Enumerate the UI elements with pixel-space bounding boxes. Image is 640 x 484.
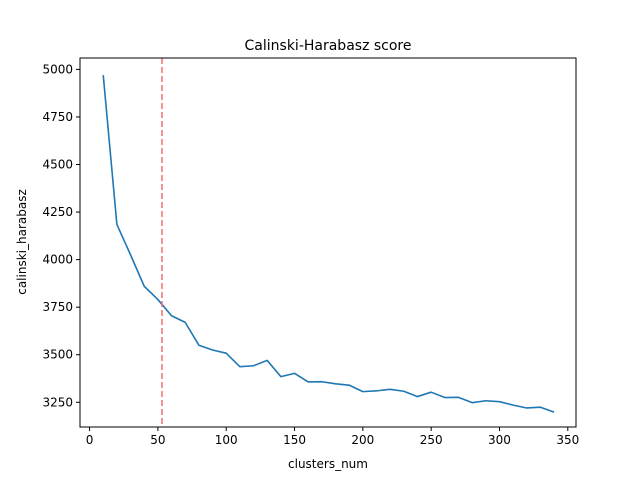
x-axis-label: clusters_num: [288, 457, 368, 471]
axes-frame: [79, 57, 577, 428]
y-axis-label: calinski_harabasz: [15, 189, 29, 295]
y-tick-label: 4250: [42, 205, 73, 219]
x-tick-label: 50: [150, 433, 165, 447]
x-tick-label: 300: [488, 433, 511, 447]
y-tick-label: 4000: [42, 253, 73, 267]
series-line: [102, 75, 555, 413]
y-tick-label: 3500: [42, 348, 73, 362]
y-tick-label: 4750: [42, 110, 73, 124]
plot-area: [102, 58, 555, 427]
x-tick-label: 150: [283, 433, 306, 447]
x-tick-label: 200: [351, 433, 374, 447]
x-tick-label: 0: [86, 433, 94, 447]
x-axis-ticks: 0 50 100 150 200 250 300 350: [86, 427, 579, 447]
x-tick-label: 250: [420, 433, 443, 447]
x-tick-label: 100: [215, 433, 238, 447]
y-axis-ticks: 3250 3500 3750 4000 4250 4500 4750 5000: [42, 62, 80, 409]
chart-title: Calinski-Harabasz score: [245, 38, 412, 54]
x-tick-label: 350: [556, 433, 579, 447]
y-tick-label: 5000: [42, 62, 73, 76]
y-tick-label: 4500: [42, 158, 73, 172]
y-tick-label: 3750: [42, 300, 73, 314]
y-tick-label: 3250: [42, 395, 73, 409]
